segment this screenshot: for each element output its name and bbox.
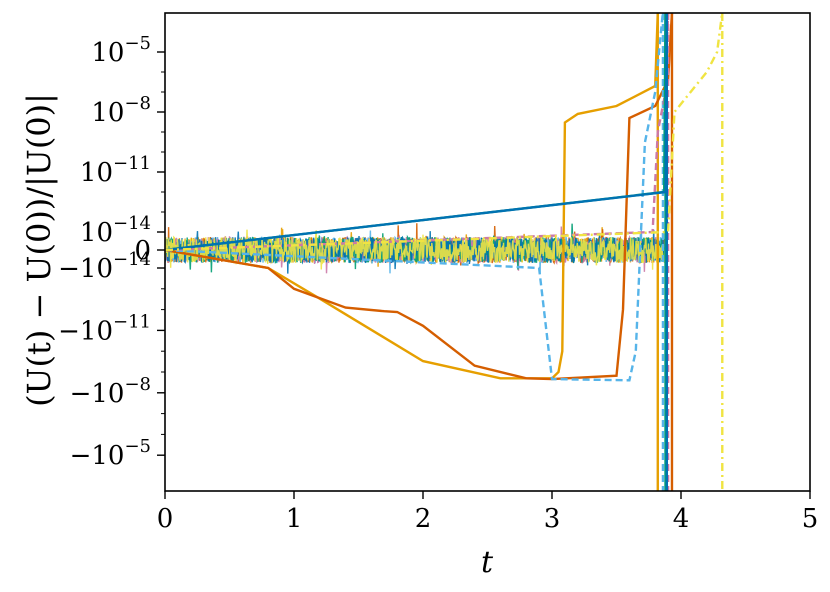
x-tick-label: 4 — [673, 504, 690, 534]
y-tick-label: −10−14 — [58, 249, 151, 284]
y-tick-label: 10−14 — [80, 213, 151, 248]
x-tick-label: 1 — [286, 504, 303, 534]
y-tick-label: −10−11 — [58, 311, 151, 346]
series-line — [165, 13, 667, 252]
x-axis-label: t — [481, 545, 494, 580]
x-tick-label: 3 — [544, 504, 561, 534]
x-tick-label: 5 — [802, 504, 819, 534]
y-tick-label: 10−8 — [91, 93, 151, 128]
series-line — [165, 13, 659, 380]
y-axis: 10−5 10−8 10−11 10−140−10−14 −10−11 −10−8 −10−… — [58, 33, 165, 471]
y-axis-label: (U(t) − U(0))/|U(0)| — [20, 93, 58, 407]
y-tick-label: −10−5 — [70, 436, 151, 471]
series-line — [165, 13, 665, 382]
series-layer — [165, 13, 724, 491]
series-line — [165, 13, 674, 381]
y-tick-label: 0 — [134, 236, 151, 266]
y-tick-label: 10−11 — [80, 153, 151, 188]
series-line — [165, 13, 670, 252]
x-tick-label: 0 — [157, 504, 174, 534]
y-tick-label: 10−5 — [91, 33, 151, 68]
x-axis: 0 1 2 3 4 5 — [157, 491, 819, 534]
y-tick-label: −10−8 — [70, 374, 151, 409]
series-line — [165, 13, 724, 252]
x-tick-label: 2 — [415, 504, 432, 534]
plot-frame — [164, 12, 811, 492]
series-line — [165, 13, 668, 252]
